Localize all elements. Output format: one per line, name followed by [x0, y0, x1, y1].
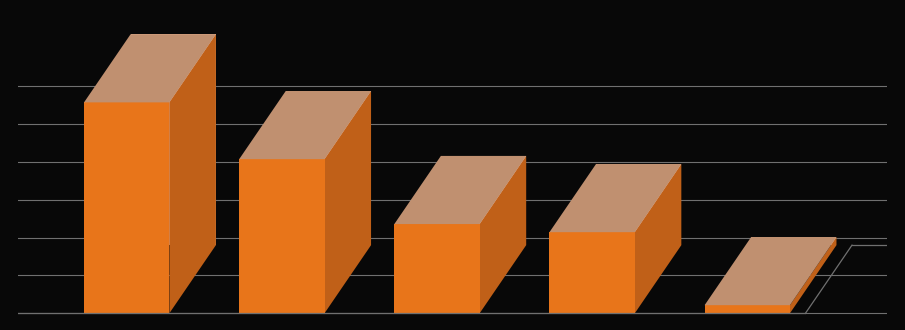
Polygon shape — [395, 156, 526, 224]
Bar — [286, 91, 371, 245]
Bar — [239, 159, 325, 313]
Bar — [395, 224, 480, 313]
Polygon shape — [84, 34, 216, 102]
Bar — [84, 102, 169, 313]
Polygon shape — [705, 237, 836, 305]
Polygon shape — [239, 91, 371, 159]
Polygon shape — [325, 91, 371, 313]
Bar — [130, 34, 216, 245]
Bar — [441, 156, 526, 245]
Polygon shape — [480, 156, 526, 313]
Bar — [705, 305, 790, 313]
Bar — [549, 232, 634, 313]
Bar — [751, 237, 836, 245]
Polygon shape — [634, 164, 681, 313]
Polygon shape — [169, 34, 216, 313]
Bar — [596, 164, 681, 245]
Polygon shape — [790, 237, 836, 313]
Polygon shape — [549, 164, 681, 232]
